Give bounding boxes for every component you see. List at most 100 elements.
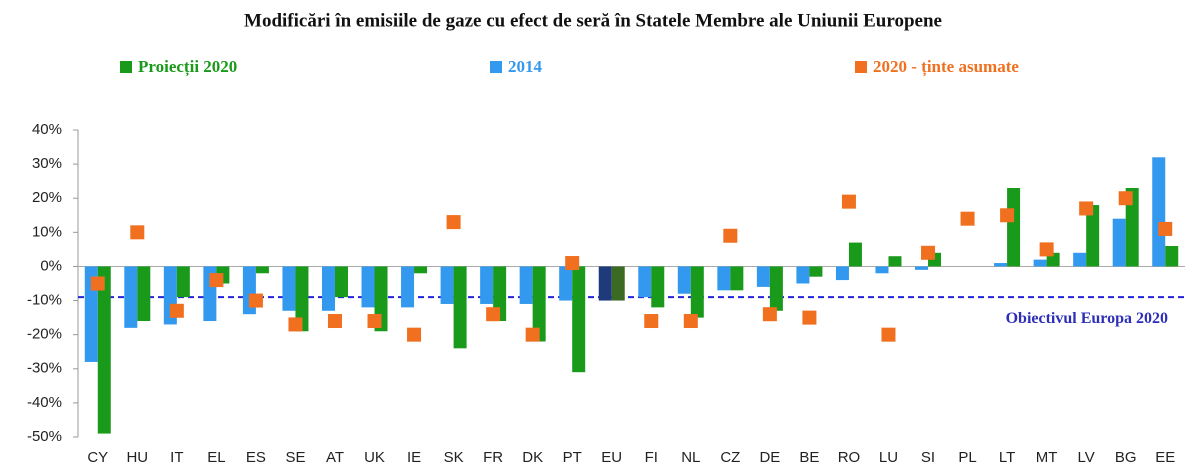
x-tick-label: EU bbox=[601, 449, 622, 466]
target-marker bbox=[1158, 221, 1173, 236]
target-marker bbox=[1079, 201, 1094, 216]
target-marker bbox=[683, 314, 698, 329]
y-tick-label: -40% bbox=[27, 394, 62, 411]
bar bbox=[414, 266, 428, 274]
bar bbox=[730, 266, 744, 291]
x-tick-label: SE bbox=[285, 449, 305, 466]
x-tick-label: LV bbox=[1078, 449, 1095, 466]
target-marker bbox=[327, 314, 342, 329]
bar bbox=[321, 266, 335, 311]
target-marker bbox=[921, 245, 936, 260]
target-marker bbox=[169, 303, 184, 318]
bar bbox=[1152, 157, 1166, 267]
target-marker bbox=[802, 310, 817, 325]
bar bbox=[677, 266, 691, 294]
bar bbox=[255, 266, 269, 274]
target-marker bbox=[367, 314, 382, 329]
bar bbox=[572, 266, 586, 373]
bar bbox=[295, 266, 309, 332]
target-marker bbox=[762, 307, 777, 322]
bar bbox=[532, 266, 546, 342]
reference-label: Obiectivul Europa 2020 bbox=[1006, 310, 1168, 327]
legend-label: 2014 bbox=[508, 57, 543, 76]
x-tick-label: EE bbox=[1155, 449, 1175, 466]
y-tick-label: 0% bbox=[40, 257, 62, 274]
bar bbox=[453, 266, 467, 349]
bar bbox=[809, 266, 823, 277]
legend-swatch bbox=[855, 61, 867, 73]
target-marker bbox=[841, 194, 856, 209]
x-tick-label: IE bbox=[407, 449, 421, 466]
bar bbox=[796, 266, 810, 284]
legend-label: 2020 - ținte asumate bbox=[873, 57, 1019, 77]
bar bbox=[717, 266, 731, 291]
target-marker bbox=[960, 211, 975, 226]
x-tick-label: ES bbox=[246, 449, 266, 466]
bar bbox=[1125, 187, 1139, 267]
x-tick-label: BE bbox=[799, 449, 819, 466]
x-tick-label: MT bbox=[1036, 449, 1058, 466]
bar bbox=[875, 266, 889, 274]
x-tick-label: SI bbox=[921, 449, 935, 466]
y-tick-label: -20% bbox=[27, 326, 62, 343]
x-tick-label: BG bbox=[1115, 449, 1137, 466]
x-tick-label: PT bbox=[563, 449, 582, 466]
target-marker bbox=[248, 293, 263, 308]
legend-swatch bbox=[120, 61, 132, 73]
target-marker bbox=[209, 273, 224, 288]
target-marker bbox=[90, 276, 105, 291]
target-marker bbox=[130, 225, 145, 240]
y-tick-label: 10% bbox=[32, 223, 62, 240]
bar bbox=[756, 266, 770, 287]
bar bbox=[1073, 252, 1087, 267]
bar bbox=[611, 266, 625, 301]
bar bbox=[519, 266, 533, 304]
bar bbox=[334, 266, 348, 298]
bar bbox=[769, 266, 783, 311]
bar bbox=[848, 242, 862, 267]
bar bbox=[440, 266, 454, 304]
target-marker bbox=[881, 327, 896, 342]
x-tick-label: AT bbox=[326, 449, 344, 466]
bar bbox=[994, 263, 1008, 267]
bar bbox=[638, 266, 652, 298]
y-tick-label: 30% bbox=[32, 155, 62, 172]
x-tick-label: CZ bbox=[720, 449, 740, 466]
y-tick-label: 20% bbox=[32, 189, 62, 206]
target-marker bbox=[446, 215, 461, 230]
bar bbox=[888, 256, 902, 267]
target-marker bbox=[288, 317, 303, 332]
x-tick-label: UK bbox=[364, 449, 385, 466]
target-marker bbox=[525, 327, 540, 342]
bar bbox=[282, 266, 296, 311]
bar bbox=[651, 266, 665, 308]
x-tick-label: FR bbox=[483, 449, 503, 466]
target-marker bbox=[565, 256, 580, 271]
x-tick-label: HU bbox=[126, 449, 148, 466]
bar bbox=[1165, 245, 1179, 267]
bar bbox=[1033, 259, 1047, 267]
x-tick-label: LU bbox=[879, 449, 898, 466]
target-marker bbox=[486, 307, 501, 322]
legend-label: Proiecții 2020 bbox=[138, 57, 237, 77]
bar bbox=[835, 266, 849, 281]
y-tick-label: -50% bbox=[27, 428, 62, 445]
chart-title: Modificări în emisiile de gaze cu efect … bbox=[244, 10, 942, 31]
target-marker bbox=[1118, 191, 1133, 206]
x-tick-label: PL bbox=[958, 449, 976, 466]
x-tick-label: SK bbox=[444, 449, 464, 466]
bar bbox=[124, 266, 138, 328]
bar bbox=[915, 266, 929, 270]
x-tick-label: CY bbox=[87, 449, 108, 466]
bar bbox=[137, 266, 151, 322]
x-tick-label: IT bbox=[170, 449, 183, 466]
bar bbox=[480, 266, 494, 304]
legend-swatch bbox=[490, 61, 502, 73]
bar bbox=[690, 266, 704, 318]
y-tick-label: 40% bbox=[32, 121, 62, 138]
y-tick-label: -10% bbox=[27, 292, 62, 309]
target-marker bbox=[407, 327, 422, 342]
x-tick-label: RO bbox=[838, 449, 861, 466]
target-marker bbox=[1000, 208, 1015, 223]
